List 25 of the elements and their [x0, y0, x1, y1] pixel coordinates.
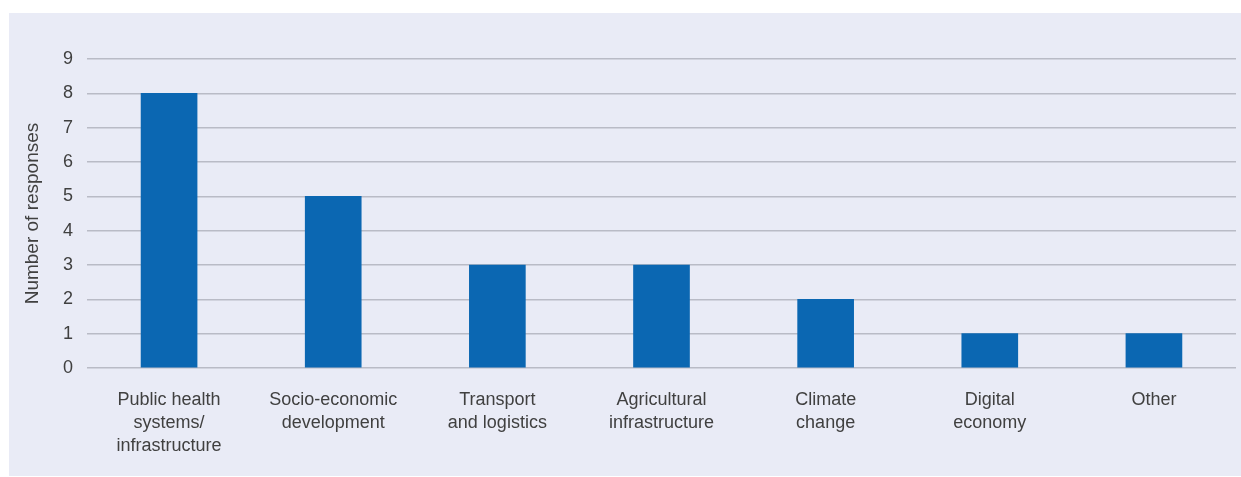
y-tick-label: 2: [62, 288, 73, 309]
bar: [304, 196, 362, 368]
x-tick-label: Socio-economic development: [269, 388, 398, 433]
x-tick-label: Public health systems/infrastructure: [116, 388, 222, 456]
bar: [469, 264, 526, 368]
bar: [140, 93, 198, 368]
y-tick-label: 4: [62, 219, 73, 240]
y-axis-title: Number of responses: [20, 122, 42, 305]
y-tick-label: 5: [62, 185, 73, 206]
bar: [1125, 333, 1183, 368]
y-tick-label: 3: [62, 253, 73, 274]
bar: [797, 299, 854, 368]
x-tick-label: Climate change: [795, 388, 857, 433]
bar: [961, 333, 1019, 368]
x-tick-label: Digital economy: [953, 388, 1027, 433]
y-tick-label: 9: [62, 47, 73, 68]
y-tick-label: 6: [62, 150, 73, 171]
x-tick-label: Other: [1131, 388, 1177, 409]
y-tick-label: 7: [62, 116, 73, 137]
y-tick-label: 8: [62, 82, 73, 103]
x-tick-label: Transport and logistics: [447, 388, 547, 433]
x-tick-label: Agricultural infrastructure: [608, 388, 715, 433]
y-tick-label: 1: [62, 322, 73, 343]
y-tick-label: 0: [62, 356, 73, 377]
bar: [633, 264, 690, 368]
